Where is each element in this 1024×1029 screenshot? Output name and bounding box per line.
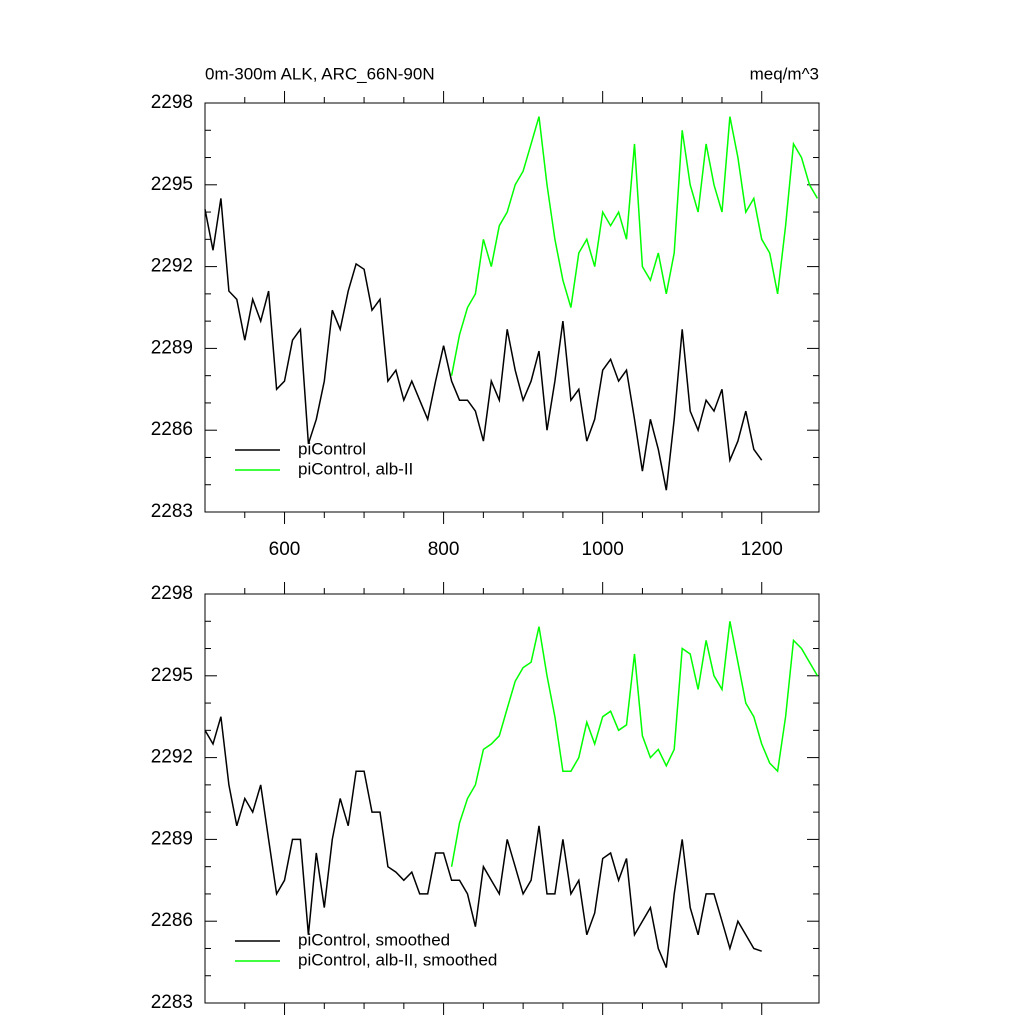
legend-label: piControl, alb-II, smoothed xyxy=(298,950,497,969)
x-tick-label: 1000 xyxy=(582,539,624,560)
y-tick-label: 2286 xyxy=(151,419,193,440)
series-line xyxy=(204,198,763,491)
x-tick-label: 1200 xyxy=(741,539,783,560)
x-tick-label: 600 xyxy=(269,539,301,560)
series-line xyxy=(450,621,819,867)
plot-frame xyxy=(204,102,820,513)
legend-label: piControl xyxy=(298,439,366,458)
x-tick-label: 800 xyxy=(428,539,460,560)
y-tick-label: 2289 xyxy=(151,828,193,849)
y-tick-label: 2289 xyxy=(151,337,193,358)
units-label: meq/m^3 xyxy=(750,64,819,83)
y-tick-label: 2292 xyxy=(151,747,193,768)
y-tick-label: 2286 xyxy=(151,910,193,931)
chart-title: 0m-300m ALK, ARC_66N-90N xyxy=(205,64,435,83)
legend-label: piControl, alb-II xyxy=(298,459,413,478)
y-tick-label: 2283 xyxy=(151,501,193,522)
y-tick-label: 2298 xyxy=(151,583,193,604)
y-tick-label: 2298 xyxy=(151,92,193,113)
series-line xyxy=(204,716,762,968)
y-tick-label: 2283 xyxy=(151,992,193,1013)
y-tick-label: 2292 xyxy=(151,256,193,277)
plot-frame xyxy=(204,593,820,1004)
y-tick-label: 2295 xyxy=(151,174,193,195)
y-tick-label: 2295 xyxy=(151,665,193,686)
series-line xyxy=(450,116,819,376)
legend-label: piControl, smoothed xyxy=(298,930,450,949)
